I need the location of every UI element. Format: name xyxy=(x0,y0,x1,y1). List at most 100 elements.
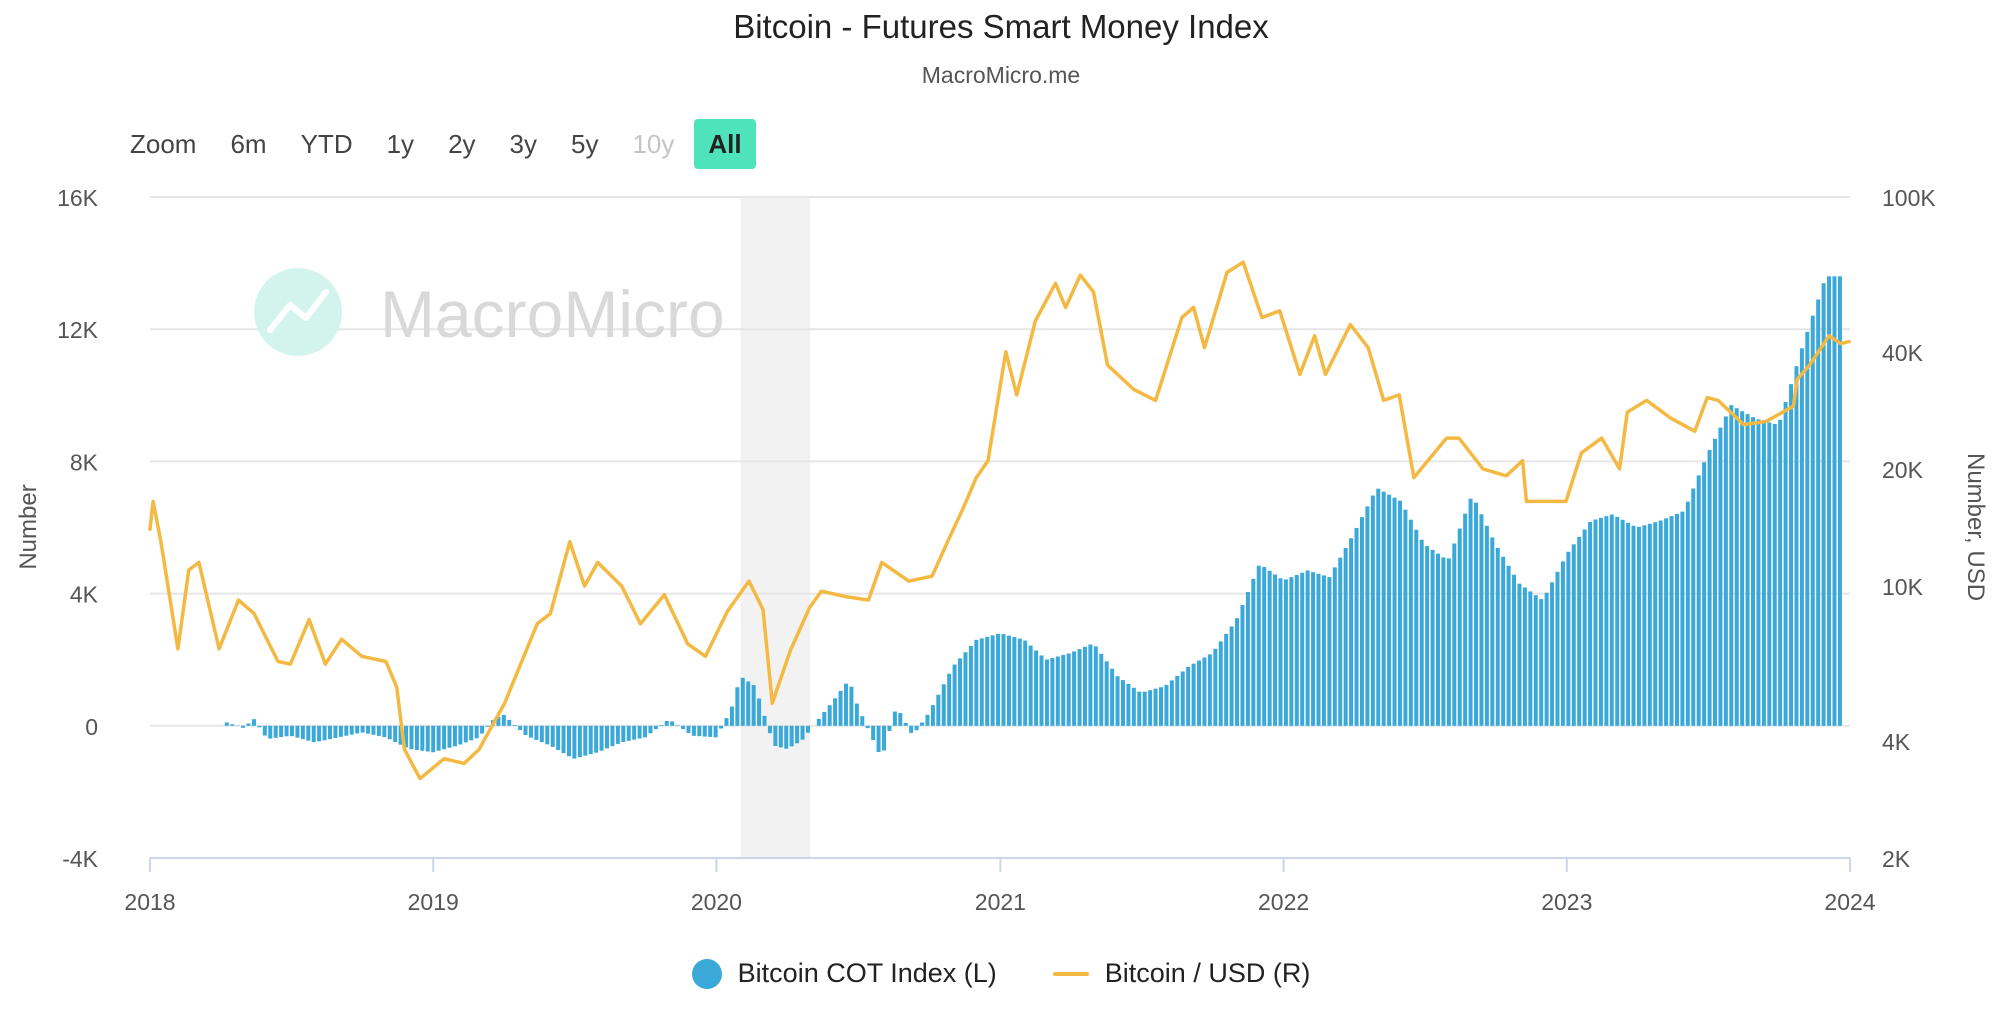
range-button-1y[interactable]: 1y xyxy=(386,129,415,159)
cot-index-bar xyxy=(1023,640,1028,726)
cot-index-bar xyxy=(224,722,229,726)
cot-index-bar xyxy=(1028,645,1033,726)
cot-index-bar xyxy=(322,725,327,741)
cot-index-bar xyxy=(1289,577,1294,726)
cot-index-bar xyxy=(1435,553,1440,726)
y-right-tick-label: 40K xyxy=(1882,340,1924,366)
cot-index-bar xyxy=(306,725,311,741)
legend-item-cot-index[interactable]: Bitcoin COT Index (L) xyxy=(691,958,997,989)
chart-title: Bitcoin - Futures Smart Money Index xyxy=(733,8,1269,45)
cot-index-bar xyxy=(860,716,865,726)
cot-index-bar xyxy=(566,725,571,757)
cot-index-bar xyxy=(985,636,990,726)
range-button-5y[interactable]: 5y xyxy=(571,129,599,159)
cot-index-bar xyxy=(865,725,870,729)
range-button-10y[interactable]: 10y xyxy=(632,129,675,159)
cot-index-bar xyxy=(507,719,512,726)
cot-index-bar xyxy=(1794,366,1799,726)
range-button-2y[interactable]: 2y xyxy=(448,129,476,159)
range-button-all[interactable]: All xyxy=(694,119,756,169)
cot-index-bar xyxy=(409,725,414,750)
cot-index-bar xyxy=(561,725,566,754)
cot-index-bar xyxy=(1294,574,1299,726)
cot-index-bar xyxy=(1202,657,1207,726)
cot-index-bar xyxy=(257,725,262,728)
cot-index-bar xyxy=(442,725,447,750)
y-right-tick-label: 100K xyxy=(1882,185,1936,211)
cot-index-bar xyxy=(1636,526,1641,726)
cot-index-bar xyxy=(599,725,604,751)
x-tick-label: 2022 xyxy=(1258,889,1309,915)
cot-index-bar xyxy=(1680,511,1685,726)
legend-dot-icon xyxy=(691,958,722,989)
cot-index-bar xyxy=(963,652,968,726)
cot-index-bar xyxy=(246,723,251,726)
cot-index-bar xyxy=(871,725,876,741)
cot-index-bar xyxy=(1598,517,1603,726)
cot-index-bar xyxy=(1810,315,1815,726)
cot-index-bar xyxy=(1571,544,1576,726)
cot-index-bar xyxy=(1783,402,1788,726)
cot-index-bar xyxy=(1533,595,1538,726)
cot-index-bar xyxy=(1539,599,1544,726)
cot-index-bar xyxy=(344,725,349,736)
cot-index-bar xyxy=(1789,384,1794,726)
cot-index-bar xyxy=(1718,427,1723,726)
cot-index-bar xyxy=(1126,683,1131,726)
cot-index-bar xyxy=(1723,416,1728,726)
range-button-6m[interactable]: 6m xyxy=(230,129,267,159)
cot-index-bar xyxy=(659,725,664,726)
cot-index-bar xyxy=(1799,348,1804,726)
cot-index-bar xyxy=(1495,547,1500,726)
cot-index-bar xyxy=(1403,509,1408,726)
cot-index-bar xyxy=(789,725,794,747)
cot-index-bar xyxy=(1452,543,1457,726)
cot-index-bar xyxy=(843,683,848,726)
cot-index-bar xyxy=(420,725,425,751)
cot-index-bar xyxy=(898,713,903,726)
legend-label-bitcoin-usd: Bitcoin / USD (R) xyxy=(1104,958,1311,988)
cot-index-bar xyxy=(1408,519,1413,726)
cot-index-bar xyxy=(1816,299,1821,726)
y-right-tick-label: 20K xyxy=(1882,457,1924,483)
cot-index-bar xyxy=(1082,646,1087,726)
cot-index-bar xyxy=(539,725,544,743)
cot-index-bar xyxy=(621,725,626,742)
cot-index-bar xyxy=(1501,556,1506,726)
cot-index-bar xyxy=(1104,661,1109,726)
cot-index-bar xyxy=(1180,671,1185,726)
cot-index-bar xyxy=(1359,517,1364,726)
range-button-ytd[interactable]: YTD xyxy=(300,129,353,159)
cot-index-bar xyxy=(920,722,925,726)
cot-index-bar xyxy=(1120,680,1125,726)
cot-index-bar xyxy=(447,725,452,748)
cot-index-bar xyxy=(1669,516,1674,726)
cot-index-bar xyxy=(1778,419,1783,726)
cot-index-bar xyxy=(284,725,289,737)
cot-index-bar xyxy=(1582,529,1587,726)
cot-index-bar xyxy=(762,715,767,726)
cot-index-bar xyxy=(1468,498,1473,726)
legend-item-bitcoin-usd[interactable]: Bitcoin / USD (R) xyxy=(1052,958,1311,989)
cot-index-bar xyxy=(1066,653,1071,726)
cot-index-bar xyxy=(1044,659,1049,726)
y-right-axis-title: Number, USD xyxy=(1962,453,1989,601)
range-button-3y[interactable]: 3y xyxy=(509,129,537,159)
cot-index-bar xyxy=(1609,514,1614,726)
cot-index-bar xyxy=(387,725,392,740)
cot-index-bar xyxy=(1392,497,1397,726)
watermark-text: MacroMicro xyxy=(380,277,725,351)
x-tick-label: 2019 xyxy=(408,889,459,915)
cot-index-bar xyxy=(892,711,897,726)
cot-index-bar xyxy=(1327,577,1332,726)
cot-index-bar xyxy=(1615,516,1620,726)
cot-index-bar xyxy=(681,725,686,730)
cot-index-bar xyxy=(1772,423,1777,726)
cot-index-bar xyxy=(1349,538,1354,726)
y-left-tick-label: 12K xyxy=(57,317,99,343)
cot-index-bar xyxy=(550,725,555,747)
cot-index-bar xyxy=(572,725,577,759)
cot-index-bar xyxy=(1034,650,1039,726)
y-left-tick-label: 16K xyxy=(57,185,99,211)
cot-index-bar xyxy=(805,725,810,733)
